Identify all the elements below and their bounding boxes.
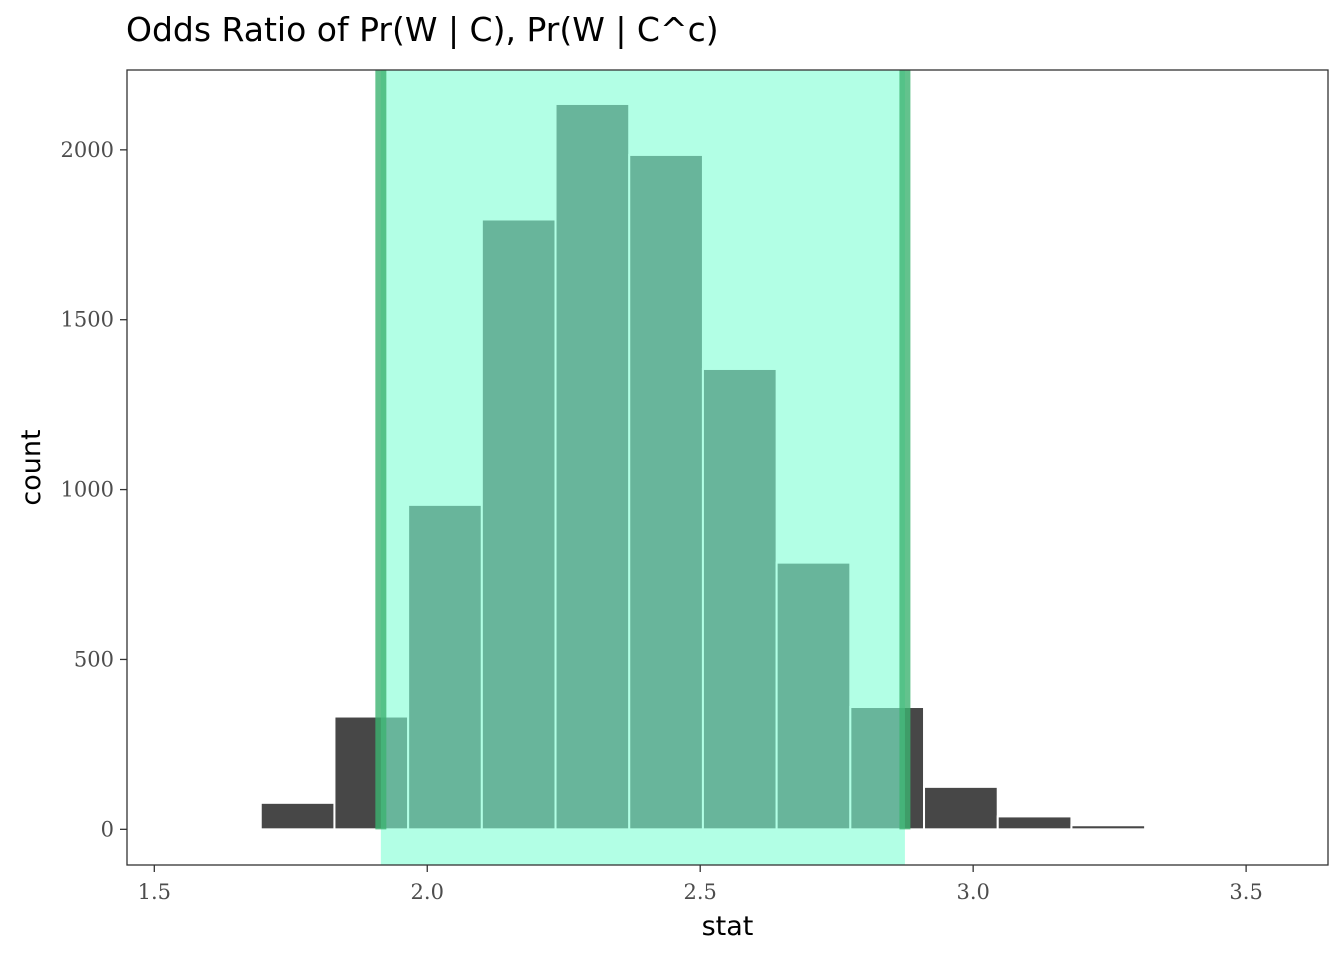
y-tick-label: 1000 xyxy=(61,478,114,502)
histogram-bar-11 xyxy=(996,815,1073,831)
x-tick-label: 3.0 xyxy=(956,880,989,904)
y-tick-label: 2000 xyxy=(61,138,114,162)
x-tick-label: 2.5 xyxy=(684,880,717,904)
x-axis-title: stat xyxy=(702,911,754,942)
y-axis-title: count xyxy=(16,429,47,505)
histogram-bar-12 xyxy=(1070,824,1147,831)
chart-title: Odds Ratio of Pr(W | C), Pr(W | C^c) xyxy=(126,10,719,49)
x-tick-label: 3.5 xyxy=(1229,880,1262,904)
x-tick-label: 1.5 xyxy=(138,880,171,904)
y-tick-label: 1500 xyxy=(61,308,114,332)
histogram-bar-1 xyxy=(259,801,336,831)
x-tick-label: 2.0 xyxy=(411,880,444,904)
x-axis: 1.5 2.0 2.5 3.0 3.5 xyxy=(138,865,1263,904)
y-axis: 0 500 1000 1500 2000 xyxy=(61,138,127,841)
y-tick-label: 0 xyxy=(101,817,114,841)
panel-border xyxy=(126,69,1329,866)
histogram-bar-10 xyxy=(923,785,999,831)
confidence-interval-band xyxy=(380,70,905,865)
y-tick-label: 500 xyxy=(74,647,114,671)
confidence-interval-layer xyxy=(375,70,911,865)
